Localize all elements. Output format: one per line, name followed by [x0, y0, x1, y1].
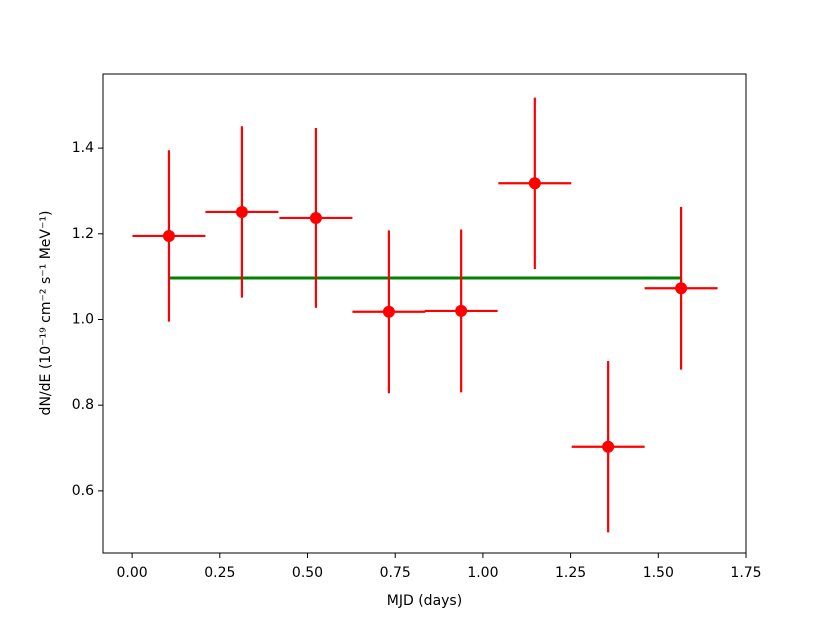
- data-point: [528, 177, 541, 190]
- y-axis-label: dN/dE (10⁻¹⁹ cm⁻² s⁻¹ MeV⁻¹): [38, 211, 54, 416]
- x-tick-label: 0.00: [117, 565, 148, 581]
- y-tick-label: 0.6: [72, 483, 94, 499]
- data-point: [602, 440, 615, 453]
- data-point: [675, 282, 688, 295]
- x-tick-label: 0.25: [204, 565, 235, 581]
- y-tick-label: 1.2: [72, 226, 94, 242]
- x-tick-label: 1.00: [467, 565, 498, 581]
- x-tick-label: 1.75: [730, 565, 761, 581]
- x-tick-label: 0.75: [380, 565, 411, 581]
- x-tick-label: 1.50: [643, 565, 674, 581]
- y-tick-label: 0.8: [72, 397, 94, 413]
- data-point: [235, 205, 248, 218]
- x-axis-label: MJD (days): [387, 593, 462, 609]
- plot-frame: [102, 73, 747, 554]
- data-point: [309, 211, 322, 224]
- y-tick-label: 1.0: [72, 311, 94, 327]
- x-tick-label: 0.50: [292, 565, 323, 581]
- x-tick-label: 1.25: [555, 565, 586, 581]
- y-tick-label: 1.4: [72, 140, 94, 156]
- data-point: [382, 305, 395, 318]
- data-point: [455, 304, 468, 317]
- data-point: [162, 229, 175, 242]
